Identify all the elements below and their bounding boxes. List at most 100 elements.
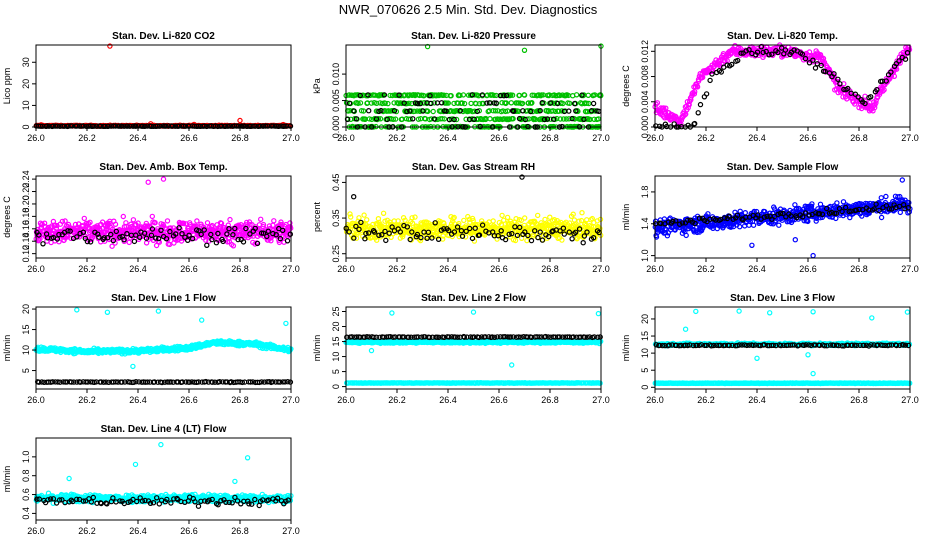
data-point bbox=[198, 317, 205, 323]
data-point bbox=[441, 220, 447, 227]
x-tick-label: 26.8 bbox=[231, 264, 249, 274]
data-point bbox=[694, 84, 701, 90]
data-point bbox=[201, 227, 207, 233]
data-point bbox=[136, 234, 143, 240]
data-point bbox=[404, 108, 410, 115]
data-point bbox=[348, 214, 354, 220]
data-point bbox=[505, 108, 511, 114]
data-point bbox=[167, 228, 173, 235]
data-point bbox=[355, 100, 361, 107]
x-tick-label: 26.8 bbox=[541, 133, 559, 143]
data-point bbox=[510, 115, 516, 122]
x-tick-label: 26.4 bbox=[748, 133, 766, 143]
data-point bbox=[258, 230, 265, 236]
data-point bbox=[896, 58, 902, 64]
y-tick-label: 0.005 bbox=[331, 89, 341, 112]
data-point bbox=[522, 116, 528, 123]
x-tick-label: 26.4 bbox=[129, 395, 147, 405]
data-point bbox=[585, 92, 592, 99]
data-point bbox=[54, 236, 61, 242]
data-point bbox=[179, 230, 185, 237]
data-point bbox=[414, 108, 420, 114]
data-point bbox=[831, 71, 837, 77]
data-point bbox=[902, 56, 909, 62]
data-point bbox=[470, 217, 476, 224]
data-point bbox=[519, 100, 526, 107]
data-point bbox=[357, 92, 363, 99]
data-point bbox=[235, 236, 241, 243]
data-point bbox=[130, 363, 136, 370]
data-point bbox=[525, 100, 532, 106]
data-points bbox=[33, 307, 294, 386]
data-point bbox=[484, 100, 490, 106]
data-point bbox=[461, 217, 467, 224]
data-point bbox=[503, 100, 509, 106]
data-point bbox=[460, 92, 467, 98]
data-point bbox=[380, 210, 387, 216]
data-point bbox=[108, 231, 114, 238]
data-point bbox=[121, 236, 127, 243]
data-point bbox=[508, 100, 514, 106]
data-points bbox=[343, 174, 604, 246]
chart-title: Stan. Dev. Li-820 Temp. bbox=[727, 31, 838, 42]
data-point bbox=[172, 231, 179, 237]
data-point bbox=[164, 218, 171, 224]
data-point bbox=[878, 195, 885, 201]
y-tick-label: 0.24 bbox=[21, 170, 31, 188]
data-point bbox=[479, 92, 486, 98]
data-point bbox=[880, 88, 886, 94]
data-point bbox=[417, 237, 424, 244]
y-tick-label: 20 bbox=[21, 304, 31, 314]
chart-title: Stan. Dev. Line 1 Flow bbox=[111, 293, 216, 304]
x-tick-label: 26.2 bbox=[388, 133, 406, 143]
data-point bbox=[373, 100, 380, 107]
data-point bbox=[67, 228, 73, 234]
y-tick-label: 15 bbox=[21, 325, 31, 335]
data-point bbox=[204, 242, 210, 248]
data-point bbox=[580, 239, 586, 246]
data-point bbox=[454, 108, 461, 114]
y-tick-label: 0.000 bbox=[331, 116, 341, 139]
y-axis-label: ml/min bbox=[2, 335, 12, 362]
data-point bbox=[775, 49, 781, 56]
data-point bbox=[270, 123, 276, 129]
data-point bbox=[504, 214, 511, 221]
data-point bbox=[182, 123, 189, 129]
data-point bbox=[176, 123, 182, 129]
data-point bbox=[695, 110, 701, 116]
x-tick-label: 26.6 bbox=[799, 264, 817, 274]
data-point bbox=[224, 231, 230, 237]
data-point bbox=[428, 100, 434, 107]
data-point bbox=[409, 220, 416, 226]
data-point bbox=[364, 217, 370, 223]
data-point bbox=[369, 234, 376, 240]
data-point bbox=[143, 220, 149, 227]
data-point bbox=[73, 225, 80, 231]
data-point bbox=[247, 221, 253, 228]
x-tick-label: 26.8 bbox=[850, 264, 868, 274]
data-point bbox=[451, 116, 457, 123]
data-point bbox=[566, 116, 572, 122]
data-point bbox=[240, 239, 247, 245]
data-point bbox=[384, 116, 390, 123]
data-point bbox=[453, 116, 460, 123]
data-point bbox=[559, 108, 565, 114]
data-point bbox=[160, 176, 167, 182]
data-point bbox=[697, 101, 704, 108]
data-point bbox=[448, 92, 454, 99]
data-point bbox=[678, 117, 685, 124]
data-point bbox=[893, 61, 900, 67]
x-tick-label: 26.8 bbox=[231, 133, 249, 143]
data-point bbox=[459, 100, 465, 106]
data-point bbox=[407, 108, 413, 114]
data-point bbox=[446, 116, 453, 123]
data-point bbox=[457, 107, 463, 114]
data-point bbox=[685, 104, 691, 111]
data-point bbox=[41, 220, 48, 226]
data-point bbox=[104, 309, 111, 315]
data-point bbox=[373, 116, 380, 122]
data-point bbox=[230, 231, 236, 238]
x-tick-label: 26.6 bbox=[490, 264, 508, 274]
